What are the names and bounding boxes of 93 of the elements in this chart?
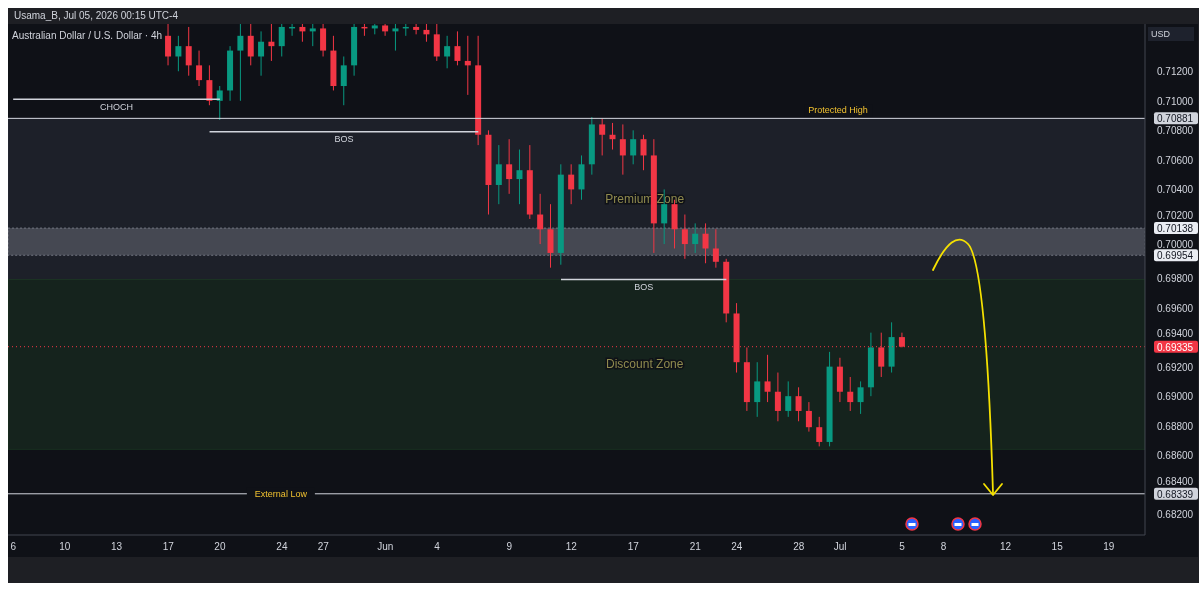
candlestick: [185, 26, 192, 77]
x-tick-label: 12: [999, 541, 1012, 553]
ref-line-label: External Low: [254, 488, 308, 499]
y-tick-label: 0.69200: [1157, 361, 1194, 373]
x-tick-label: Jun: [377, 541, 394, 553]
candlestick: [847, 376, 854, 412]
candlestick: [795, 386, 802, 422]
x-tick-label: 9: [506, 541, 513, 553]
y-tick-label: 0.69600: [1157, 302, 1194, 314]
candlestick: [206, 64, 213, 106]
candlestick: [537, 193, 544, 245]
x-tick-label: 5: [899, 541, 906, 553]
candlestick: [495, 144, 502, 205]
candlestick: [216, 85, 223, 121]
y-tick-label: 0.69800: [1157, 273, 1194, 285]
x-tick-label: 6: [10, 541, 17, 553]
y-tick-label: 0.69400: [1157, 328, 1194, 340]
y-tick-label: 0.68600: [1157, 450, 1194, 462]
x-tick-label: 27: [317, 541, 330, 553]
candlestick: [702, 222, 709, 264]
candlestick: [857, 380, 864, 415]
x-tick-label: 24: [276, 541, 288, 553]
candlestick: [165, 24, 172, 66]
candlestick: [599, 118, 606, 156]
x-tick-label: 13: [110, 541, 123, 553]
x-tick-label: 12: [565, 541, 578, 553]
candlestick: [547, 203, 554, 269]
candlestick: [619, 123, 626, 176]
candlestick: [805, 401, 812, 433]
y-tick-label: 0.68200: [1157, 509, 1194, 521]
candlestick: [247, 24, 254, 66]
y-tick-label: 0.70881: [1157, 113, 1194, 125]
series-label: CHOCH: [100, 101, 134, 112]
x-tick-label: 15: [1051, 541, 1064, 553]
y-tick-label: 0.68800: [1157, 420, 1194, 432]
series-label: BOS: [634, 281, 654, 292]
candlestick: [433, 24, 440, 62]
candlestick: [692, 222, 699, 254]
y-axis-title: USD: [1148, 27, 1194, 41]
text: Usama_B, Jul 05, 2026 00:15 UTC-4: [14, 9, 178, 22]
candlestick: [754, 361, 761, 418]
y-tick-label: 0.70600: [1157, 154, 1194, 166]
y-tick-label: 0.69954: [1157, 250, 1194, 262]
candlestick: [413, 24, 420, 35]
candlestick: [237, 24, 244, 102]
x-tick-label: Jul: [833, 541, 847, 553]
x-tick-label: 17: [162, 541, 175, 553]
candlestick: [320, 24, 327, 57]
text: Australian Dollar / U.S. Dollar · 4h: [12, 30, 163, 41]
y-tick-label: 0.69335: [1157, 341, 1194, 353]
y-tick-label: 0.69000: [1157, 391, 1194, 403]
candlestick: [816, 416, 823, 447]
candlestick: [764, 354, 771, 403]
candlestick: [382, 24, 389, 37]
candlestick: [196, 50, 203, 87]
y-tick-label: 0.71000: [1157, 95, 1194, 107]
candlestick: [340, 55, 347, 106]
candlestick: [506, 138, 513, 195]
candlestick: [278, 24, 285, 57]
candlestick: [454, 30, 461, 66]
candlestick: [258, 30, 265, 77]
candlestick: [516, 149, 523, 205]
x-tick-label: 8: [940, 541, 947, 553]
candlestick: [785, 380, 792, 418]
x-tick-label: 17: [627, 541, 640, 553]
x-tick-label: 24: [731, 541, 743, 553]
x-tick-label: 28: [793, 541, 805, 553]
candlestick: [774, 372, 781, 422]
y-tick-label: 0.71200: [1157, 66, 1194, 78]
candlestick: [444, 35, 451, 69]
x-tick-label: 20: [214, 541, 226, 553]
candlestick: [712, 228, 719, 269]
y-tick-label: 0.68339: [1157, 488, 1194, 500]
x-tick-label: 21: [689, 541, 702, 553]
x-tick-label: 10: [59, 541, 71, 553]
ref-line-label: Protected High: [808, 105, 868, 116]
y-tick-label: 0.70400: [1157, 184, 1194, 196]
y-tick-label: 0.70800: [1157, 125, 1194, 137]
x-tick-label: 4: [434, 541, 441, 553]
candlestick: [568, 163, 575, 205]
candlestick: [175, 35, 182, 72]
x-tick-label: 19: [1103, 541, 1115, 553]
series-label: BOS: [334, 134, 354, 145]
candlestick: [681, 214, 688, 260]
candlestick: [392, 24, 399, 52]
candlestick: [630, 129, 637, 165]
y-tick-label: 0.70000: [1157, 239, 1194, 251]
y-tick-label: 0.70138: [1157, 223, 1194, 235]
candlestick: [309, 24, 316, 47]
candlestick: [640, 134, 647, 171]
band-label: Discount Zone: [606, 357, 684, 372]
y-tick-label: 0.70200: [1157, 209, 1194, 221]
y-tick-label: 0.68400: [1157, 475, 1194, 487]
